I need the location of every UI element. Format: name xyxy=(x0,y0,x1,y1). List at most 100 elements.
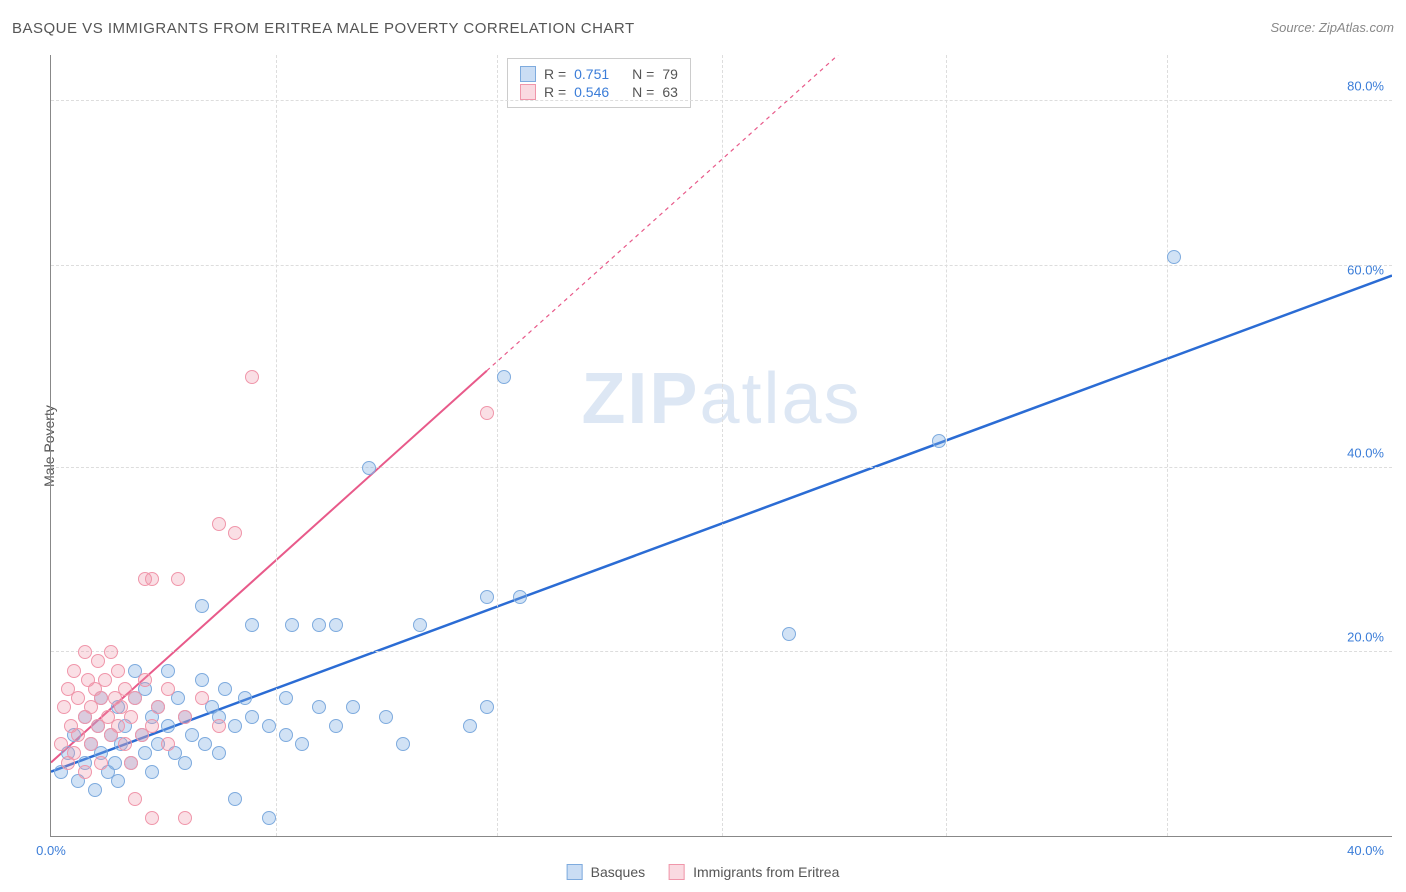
swatch-blue-icon xyxy=(520,66,536,82)
swatch-pink-icon xyxy=(520,84,536,100)
data-point xyxy=(178,710,192,724)
swatch-blue-icon xyxy=(567,864,583,880)
data-point xyxy=(71,691,85,705)
gridline-vertical xyxy=(722,55,723,836)
data-point xyxy=(212,517,226,531)
chart-title: BASQUE VS IMMIGRANTS FROM ERITREA MALE P… xyxy=(12,20,635,37)
y-tick-label: 40.0% xyxy=(1347,446,1384,461)
data-point xyxy=(312,618,326,632)
data-point xyxy=(104,645,118,659)
data-point xyxy=(279,691,293,705)
y-tick-label: 80.0% xyxy=(1347,78,1384,93)
data-point xyxy=(161,737,175,751)
data-point xyxy=(362,461,376,475)
data-point xyxy=(262,811,276,825)
data-point xyxy=(228,719,242,733)
data-point xyxy=(413,618,427,632)
data-point xyxy=(218,682,232,696)
data-point xyxy=(161,719,175,733)
data-point xyxy=(346,700,360,714)
data-point xyxy=(329,618,343,632)
data-point xyxy=(329,719,343,733)
data-point xyxy=(161,664,175,678)
data-point xyxy=(195,599,209,613)
data-point xyxy=(54,737,68,751)
data-point xyxy=(1167,250,1181,264)
data-point xyxy=(228,526,242,540)
data-point xyxy=(118,737,132,751)
x-tick-label: 40.0% xyxy=(1347,843,1384,858)
data-point xyxy=(480,406,494,420)
data-point xyxy=(71,728,85,742)
data-point xyxy=(57,700,71,714)
data-point xyxy=(178,756,192,770)
data-point xyxy=(84,737,98,751)
data-point xyxy=(138,746,152,760)
data-point xyxy=(124,710,138,724)
data-point xyxy=(91,654,105,668)
legend-row: R =0.546N =63 xyxy=(520,84,678,100)
data-point xyxy=(245,618,259,632)
data-point xyxy=(782,627,796,641)
chart-plot-area: ZIPatlas R =0.751N =79R =0.546N =63 20.0… xyxy=(50,55,1392,837)
data-point xyxy=(145,572,159,586)
data-point xyxy=(124,756,138,770)
data-point xyxy=(67,746,81,760)
legend-item: Immigrants from Eritrea xyxy=(669,864,839,880)
data-point xyxy=(111,664,125,678)
data-point xyxy=(111,719,125,733)
series-legend: Basques Immigrants from Eritrea xyxy=(567,864,840,880)
data-point xyxy=(463,719,477,733)
x-tick-label: 0.0% xyxy=(36,843,66,858)
data-point xyxy=(312,700,326,714)
data-point xyxy=(161,682,175,696)
data-point xyxy=(285,618,299,632)
data-point xyxy=(151,700,165,714)
data-point xyxy=(480,700,494,714)
data-point xyxy=(262,719,276,733)
legend-row: R =0.751N =79 xyxy=(520,66,678,82)
data-point xyxy=(379,710,393,724)
data-point xyxy=(111,774,125,788)
gridline-vertical xyxy=(1167,55,1168,836)
data-point xyxy=(185,728,199,742)
data-point xyxy=(195,673,209,687)
data-point xyxy=(295,737,309,751)
data-point xyxy=(198,737,212,751)
legend-label: Basques xyxy=(591,864,645,880)
data-point xyxy=(245,710,259,724)
data-point xyxy=(212,746,226,760)
data-point xyxy=(178,811,192,825)
data-point xyxy=(108,756,122,770)
data-point xyxy=(279,728,293,742)
y-tick-label: 60.0% xyxy=(1347,262,1384,277)
gridline-vertical xyxy=(497,55,498,836)
data-point xyxy=(171,572,185,586)
data-point xyxy=(67,664,81,678)
data-point xyxy=(513,590,527,604)
data-point xyxy=(245,370,259,384)
data-point xyxy=(94,691,108,705)
data-point xyxy=(128,792,142,806)
data-point xyxy=(480,590,494,604)
data-point xyxy=(145,811,159,825)
data-point xyxy=(128,691,142,705)
gridline-vertical xyxy=(276,55,277,836)
data-point xyxy=(98,673,112,687)
source-attribution: Source: ZipAtlas.com xyxy=(1270,20,1394,35)
data-point xyxy=(78,645,92,659)
data-point xyxy=(195,691,209,705)
data-point xyxy=(932,434,946,448)
data-point xyxy=(94,756,108,770)
y-tick-label: 20.0% xyxy=(1347,630,1384,645)
data-point xyxy=(497,370,511,384)
data-point xyxy=(145,719,159,733)
gridline-vertical xyxy=(946,55,947,836)
legend-item: Basques xyxy=(567,864,645,880)
data-point xyxy=(138,673,152,687)
data-point xyxy=(78,765,92,779)
legend-label: Immigrants from Eritrea xyxy=(693,864,839,880)
data-point xyxy=(238,691,252,705)
data-point xyxy=(396,737,410,751)
data-point xyxy=(88,783,102,797)
